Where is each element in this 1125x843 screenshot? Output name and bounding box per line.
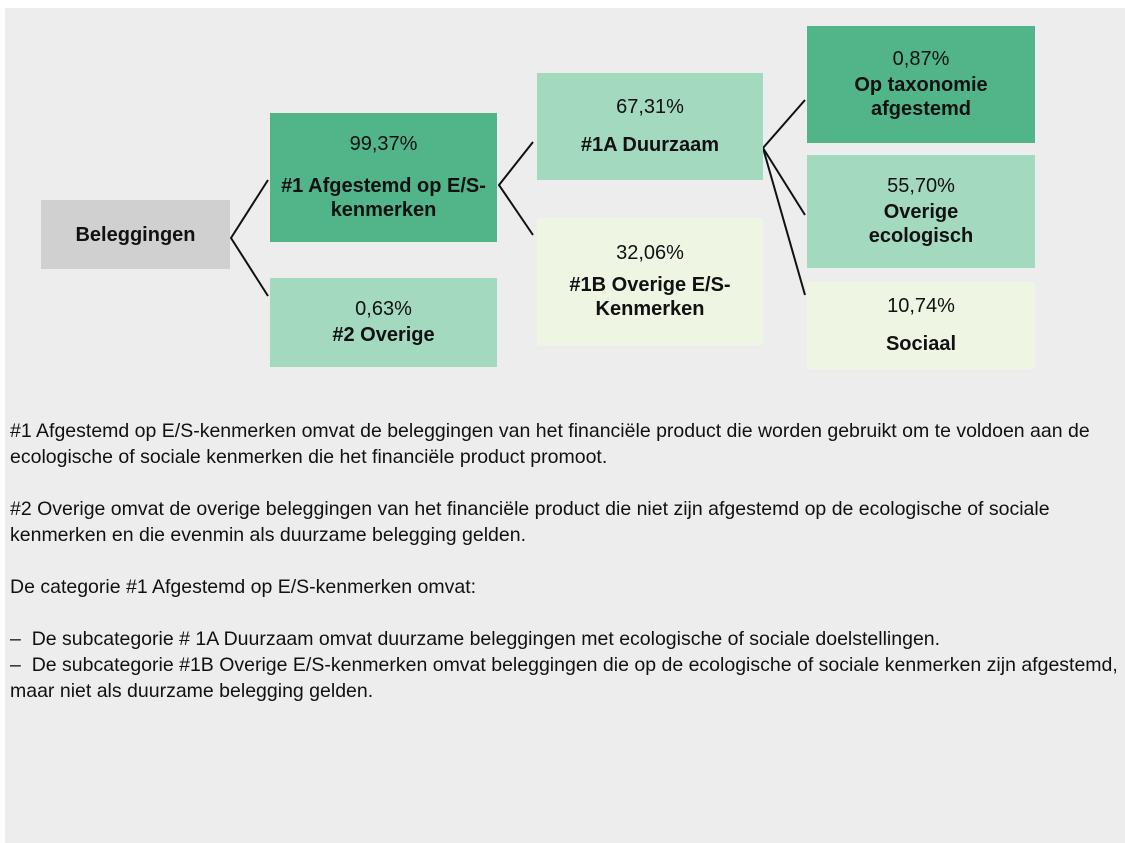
node-value: 99,37% bbox=[349, 133, 418, 155]
bullet: – De subcategorie #1B Overige E/S-kenmer… bbox=[10, 654, 1118, 702]
node-root: Beleggingen bbox=[41, 200, 230, 269]
node-value: 67,31% bbox=[616, 96, 684, 118]
node-value: 0,63% bbox=[355, 298, 412, 320]
node-label: Op taxonomie afgestemd bbox=[854, 74, 988, 120]
node: 10,74% Sociaal bbox=[807, 282, 1035, 369]
connector bbox=[761, 99, 806, 216]
node-value: 0,87% bbox=[892, 48, 950, 70]
node-label: Beleggingen bbox=[75, 223, 196, 246]
node-label: #2 Overige bbox=[332, 324, 435, 346]
background: Beleggingen 99,37% #1 Afgestemd op E/S- … bbox=[5, 8, 1125, 843]
bullet-text: De subcategorie # 1A Duurzaam omvat duur… bbox=[31, 628, 941, 650]
node: 67,31% #1A Duurzaam bbox=[537, 73, 763, 180]
bullet: – De subcategorie # 1A Duurzaam omvat du… bbox=[10, 628, 941, 650]
notes: #1 Afgestemd op E/S-kenmerken omvat de b… bbox=[10, 418, 1122, 704]
connector bbox=[229, 179, 269, 297]
connector bbox=[497, 141, 534, 236]
bullet-text: De subcategorie #1B Overige E/S-kenmerke… bbox=[10, 654, 1118, 702]
connector bbox=[762, 147, 806, 296]
node: 99,37% #1 Afgestemd op E/S- kenmerken bbox=[270, 113, 497, 242]
node: 0,87% Op taxonomie afgestemd bbox=[807, 26, 1035, 143]
node-label: #1B Overige E/S-Kenmerken bbox=[569, 274, 731, 320]
connectors bbox=[229, 99, 806, 297]
note: #2 Overige omvat de overige beleggingen … bbox=[10, 498, 1050, 546]
node-label: #1A Duurzaam bbox=[580, 134, 720, 156]
node-value: 10,74% bbox=[887, 295, 955, 317]
node-value: 32,06% bbox=[616, 242, 684, 264]
note: De categorie #1 Afgestemd op E/S-kenmerk… bbox=[10, 576, 477, 598]
node-label: Overige ecologisch bbox=[868, 201, 974, 247]
node: 55,70% Overige ecologisch bbox=[807, 155, 1035, 268]
note: #1 Afgestemd op E/S-kenmerken omvat de b… bbox=[10, 420, 1090, 468]
node: 0,63% #2 Overige bbox=[270, 278, 497, 367]
node-label: Sociaal bbox=[885, 333, 957, 355]
node-value: 55,70% bbox=[887, 175, 955, 197]
node-label: #1 Afgestemd op E/S- kenmerken bbox=[281, 175, 486, 221]
node: 32,06% #1B Overige E/S-Kenmerken bbox=[537, 218, 763, 345]
